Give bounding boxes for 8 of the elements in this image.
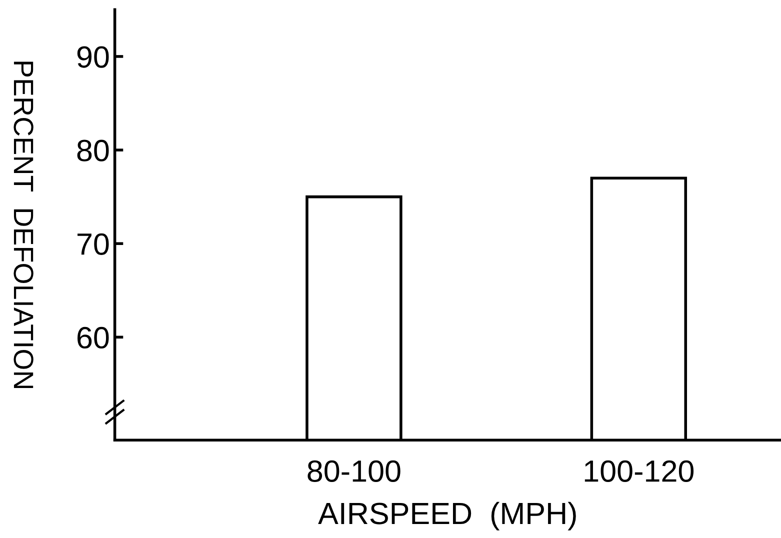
x-axis-title: AIRSPEED (MPH) [318,502,576,530]
x-tick-label: 100-120 [584,460,694,482]
x-tick-label: 80-100 [308,460,400,482]
y-tick-label: 80 [77,140,109,162]
y-axis-title: PERCENT DEFOLIATION [14,62,34,388]
y-tick-label: 90 [77,46,109,68]
y-tick-label: 70 [78,233,109,255]
y-tick-label: 60 [78,326,109,349]
